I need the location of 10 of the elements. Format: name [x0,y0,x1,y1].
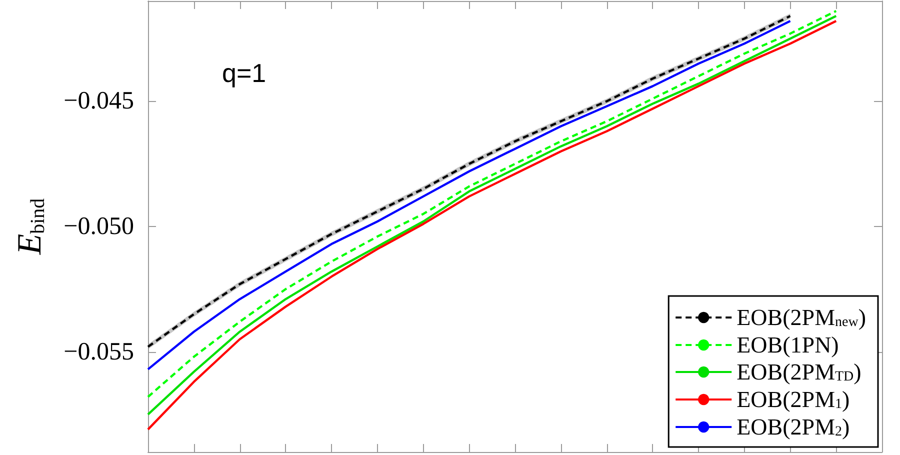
legend-label: EOB(1PN) [736,332,839,358]
y-tick-label: −0.055 [64,338,134,366]
legend-label: EOB(2PM2) [736,414,850,440]
y-tick-label: −0.045 [64,88,134,115]
y-axis-title: Ebind [12,198,49,256]
legend-label: EOB(2PMnew) [736,305,866,330]
legend-label: EOB(2PMTD) [736,360,862,384]
annotation: q=1 [222,58,266,88]
legend-label: EOB(2PM1) [736,387,850,412]
y-tick-label: −0.050 [64,213,134,240]
